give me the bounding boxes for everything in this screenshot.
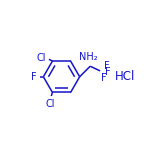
Text: HCl: HCl <box>114 70 135 83</box>
Text: Cl: Cl <box>36 53 46 63</box>
Text: F: F <box>105 67 111 77</box>
Text: F: F <box>31 72 37 82</box>
Text: NH₂: NH₂ <box>79 52 98 62</box>
Text: F: F <box>104 61 109 71</box>
Text: F: F <box>101 73 107 83</box>
Text: Cl: Cl <box>46 99 55 109</box>
